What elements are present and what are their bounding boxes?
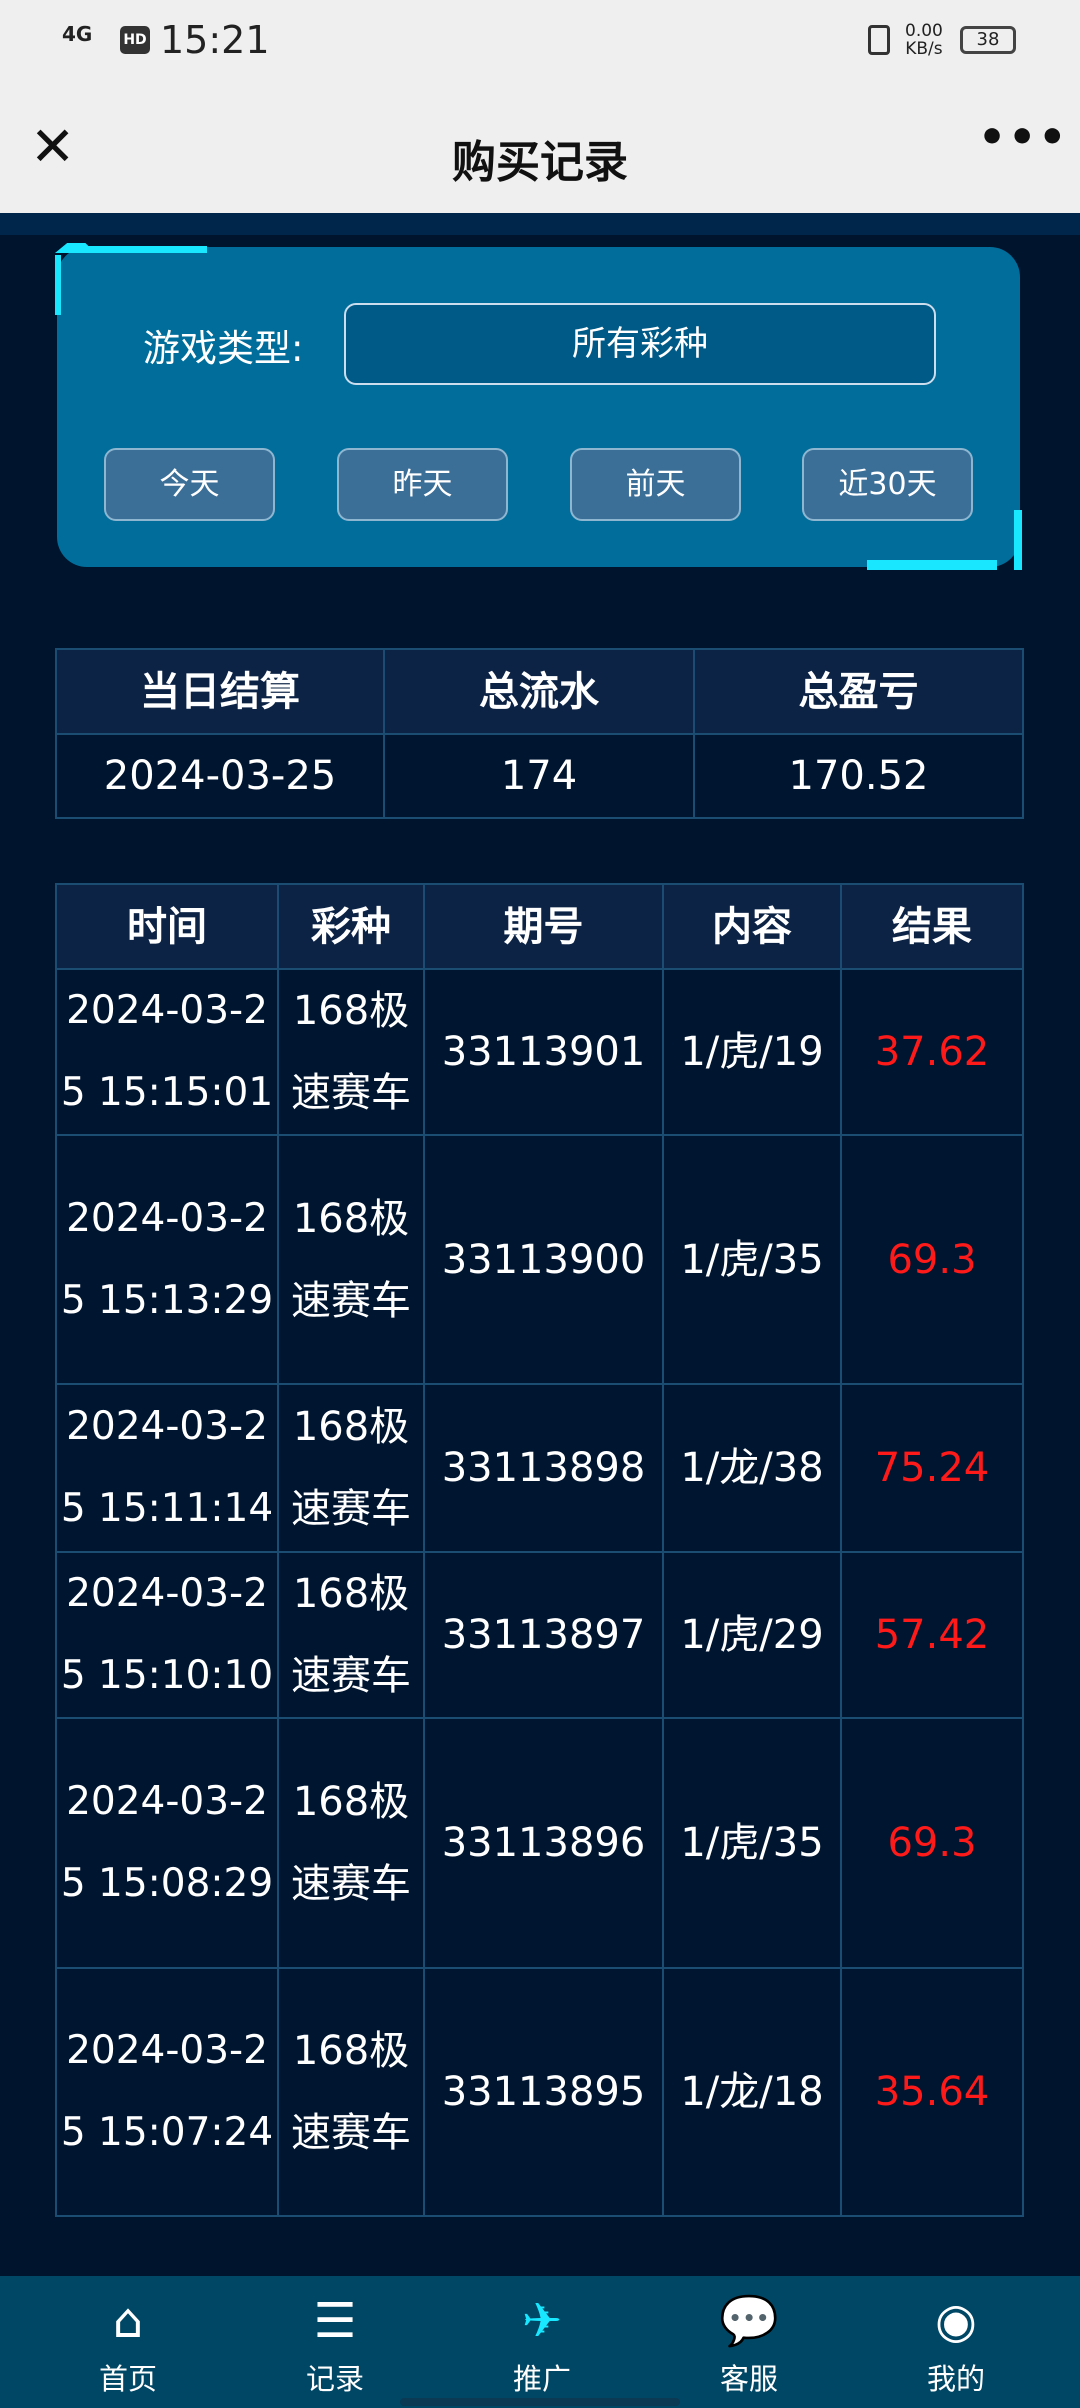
- record-issue: 33113895: [423, 1967, 664, 2217]
- header-turnover: 总流水: [383, 648, 695, 735]
- header-content: 内容: [662, 883, 842, 970]
- record-icon: ☰: [313, 2293, 357, 2349]
- page-title: 购买记录: [452, 137, 628, 188]
- header-strip: [0, 213, 1080, 235]
- app-header: ✕ 购买记录 •••: [0, 90, 1080, 213]
- home-icon: ⌂: [112, 2293, 144, 2349]
- record-result: 35.64: [840, 1967, 1024, 2217]
- summary-profit: 170.52: [693, 733, 1024, 819]
- record-game: 168极速赛车: [277, 1717, 425, 1969]
- summary-date: 2024-03-25: [55, 733, 385, 819]
- signal-icon: 4G: [62, 22, 93, 46]
- header-date: 当日结算: [55, 648, 385, 735]
- header-profit: 总盈亏: [693, 648, 1024, 735]
- day-before-button[interactable]: 前天: [570, 448, 741, 521]
- table-row: 2024-03-25 15:15:01 168极速赛车 33113901 1/虎/19…: [55, 968, 1024, 1136]
- record-issue: 33113900: [423, 1134, 664, 1385]
- nav-item-4[interactable]: ◉ 我的: [886, 2286, 1026, 2398]
- record-result: 75.24: [840, 1383, 1024, 1553]
- record-time: 2024-03-25 15:08:29: [55, 1717, 279, 1969]
- record-result: 69.3: [840, 1717, 1024, 1969]
- home-indicator[interactable]: [400, 2398, 680, 2406]
- battery-icon: 38: [960, 26, 1016, 54]
- record-content: 1/虎/35: [662, 1717, 842, 1969]
- record-result: 37.62: [840, 968, 1024, 1136]
- nav-item-0[interactable]: ⌂ 首页: [58, 2286, 198, 2398]
- summary-turnover: 174: [383, 733, 695, 819]
- record-game: 168极速赛车: [277, 1967, 425, 2217]
- corner-decoration: [867, 560, 997, 570]
- record-issue: 33113897: [423, 1551, 664, 1719]
- record-result: 57.42: [840, 1551, 1024, 1719]
- chat-icon: 💬: [719, 2293, 779, 2349]
- summary-table: 当日结算 总流水 总盈亏 2024-03-25 174 170.52: [55, 648, 1024, 819]
- table-row: 2024-03-25 15:13:29 168极速赛车 33113900 1/虎/35…: [55, 1134, 1024, 1385]
- table-row: 2024-03-25 15:10:10 168极速赛车 33113897 1/虎/29…: [55, 1551, 1024, 1719]
- header-time: 时间: [55, 883, 279, 970]
- today-button[interactable]: 今天: [104, 448, 275, 521]
- header-result: 结果: [840, 883, 1024, 970]
- record-content: 1/龙/38: [662, 1383, 842, 1553]
- nav-label: 首页: [98, 2362, 157, 2396]
- record-time: 2024-03-25 15:11:14: [55, 1383, 279, 1553]
- vibrate-icon: [868, 25, 890, 55]
- bottom-nav: ⌂ 首页 ☰ 记录 ✈ 推广 💬 客服 ◉ 我的: [0, 2276, 1080, 2408]
- records-table: 时间 彩种 期号 内容 结果 2024-03-25 15:15:01 168极速赛…: [55, 883, 1024, 2217]
- record-game: 168极速赛车: [277, 968, 425, 1136]
- nav-label: 我的: [926, 2362, 985, 2396]
- record-issue: 33113898: [423, 1383, 664, 1553]
- user-icon: ◉: [935, 2293, 977, 2349]
- record-result: 69.3: [840, 1134, 1024, 1385]
- status-bar: 4G HD 15:21 0.00 KB/s 38: [0, 0, 1080, 90]
- table-row: 2024-03-25 15:11:14 168极速赛车 33113898 1/龙/38…: [55, 1383, 1024, 1553]
- table-row: 2024-03-25 15:07:24 168极速赛车 33113895 1/龙/18…: [55, 1967, 1024, 2217]
- record-game: 168极速赛车: [277, 1551, 425, 1719]
- table-row: 2024-03-25 15:08:29 168极速赛车 33113896 1/虎/35…: [55, 1717, 1024, 1969]
- nav-label: 客服: [719, 2362, 778, 2396]
- corner-decoration: [55, 255, 61, 315]
- nav-label: 推广: [512, 2362, 571, 2396]
- record-time: 2024-03-25 15:10:10: [55, 1551, 279, 1719]
- nav-item-1[interactable]: ☰ 记录: [265, 2286, 405, 2398]
- record-time: 2024-03-25 15:15:01: [55, 968, 279, 1136]
- corner-decoration: [1014, 510, 1022, 570]
- record-content: 1/龙/18: [662, 1967, 842, 2217]
- corner-decoration: [55, 243, 207, 253]
- summary-header: 当日结算 总流水 总盈亏: [55, 648, 1024, 735]
- more-icon[interactable]: •••: [978, 112, 1069, 163]
- clock: 15:21: [160, 18, 270, 62]
- record-time: 2024-03-25 15:13:29: [55, 1134, 279, 1385]
- nav-label: 记录: [305, 2362, 364, 2396]
- header-issue: 期号: [423, 883, 664, 970]
- record-game: 168极速赛车: [277, 1134, 425, 1385]
- yesterday-button[interactable]: 昨天: [337, 448, 508, 521]
- header-game: 彩种: [277, 883, 425, 970]
- close-icon[interactable]: ✕: [30, 115, 76, 178]
- record-issue: 33113901: [423, 968, 664, 1136]
- record-game: 168极速赛车: [277, 1383, 425, 1553]
- paper-plane-icon: ✈: [521, 2293, 563, 2349]
- summary-row: 2024-03-25 174 170.52: [55, 733, 1024, 819]
- hd-icon: HD: [120, 26, 150, 54]
- last-30-days-button[interactable]: 近30天: [802, 448, 973, 521]
- nav-item-3[interactable]: 💬 客服: [679, 2286, 819, 2398]
- record-content: 1/虎/35: [662, 1134, 842, 1385]
- records-header: 时间 彩种 期号 内容 结果: [55, 883, 1024, 970]
- nav-item-2[interactable]: ✈ 推广: [472, 2286, 612, 2398]
- net-speed: 0.00 KB/s: [905, 21, 943, 59]
- record-time: 2024-03-25 15:07:24: [55, 1967, 279, 2217]
- game-type-select[interactable]: 所有彩种: [344, 303, 936, 385]
- record-issue: 33113896: [423, 1717, 664, 1969]
- record-content: 1/虎/29: [662, 1551, 842, 1719]
- game-type-label: 游戏类型:: [143, 327, 304, 370]
- record-content: 1/虎/19: [662, 968, 842, 1136]
